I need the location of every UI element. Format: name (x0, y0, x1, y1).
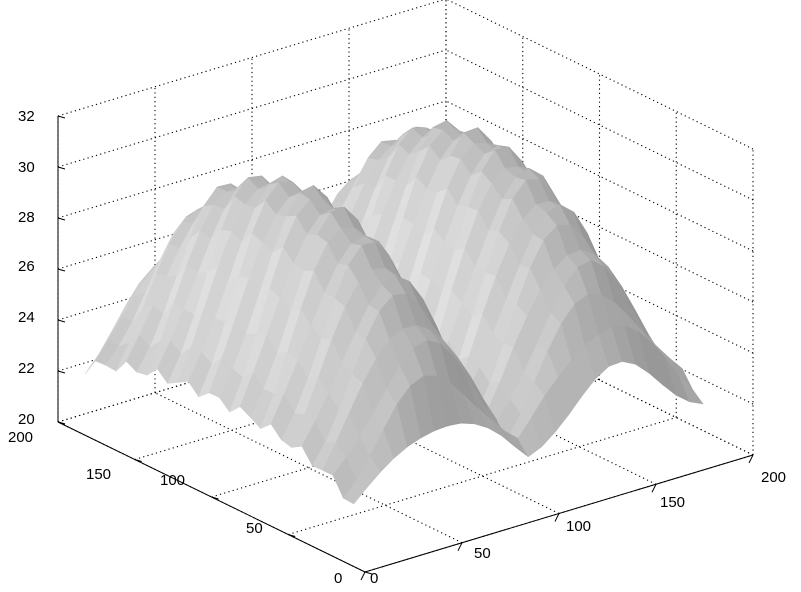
y-tick-label: 50 (246, 520, 263, 537)
y-axis-ticks: 0 50 100 150 200 (8, 429, 342, 587)
x-tick-mark (457, 542, 463, 551)
x-tick-mark (360, 571, 366, 581)
y-tick-mark (288, 534, 296, 537)
side-wall-gridline (446, 0, 754, 150)
back-wall-gridline (57, 100, 447, 219)
surface-patch (678, 375, 704, 405)
z-tick-mark (57, 166, 66, 170)
y-tick-label: 100 (160, 472, 185, 489)
y-tick-mark (364, 571, 373, 575)
z-tick-mark (57, 319, 66, 323)
x-axis-ticks: 0 50 100 150 200 (370, 469, 786, 587)
back-wall-gridline (57, 49, 447, 168)
x-tick-label: 200 (761, 469, 786, 486)
x-tick-mark (651, 484, 657, 493)
z-tick-mark (57, 370, 66, 374)
axes-frame (57, 115, 754, 581)
z-tick-label: 24 (18, 309, 35, 326)
z-tick-label: 22 (18, 360, 35, 377)
z-tick-label: 20 (18, 411, 35, 428)
y-tick-mark (134, 459, 142, 462)
z-tick-mark (57, 268, 66, 272)
x-tick-label: 50 (474, 545, 491, 562)
z-tick-label: 32 (18, 108, 35, 125)
z-axis-ticks: 20 22 24 26 28 30 32 (18, 108, 35, 428)
z-tick-label: 28 (18, 209, 35, 226)
z-tick-label: 26 (18, 258, 35, 275)
z-tick-mark (57, 115, 66, 119)
y-tick-mark (57, 421, 66, 425)
y-tick-label: 150 (86, 466, 111, 483)
floor-gridline (288, 416, 677, 536)
surface-mesh (84, 120, 704, 505)
z-tick-mark (57, 217, 66, 221)
y-tick-label: 200 (8, 429, 33, 446)
x-tick-label: 0 (370, 570, 378, 587)
back-wall-gridline (57, 0, 445, 117)
x-tick-label: 100 (566, 518, 591, 535)
z-tick-label: 30 (18, 159, 35, 176)
x-tick-label: 150 (660, 494, 685, 511)
x-tick-mark (748, 454, 754, 464)
y-tick-label: 0 (334, 570, 342, 587)
x-tick-mark (554, 513, 560, 522)
y-tick-mark (211, 496, 219, 500)
